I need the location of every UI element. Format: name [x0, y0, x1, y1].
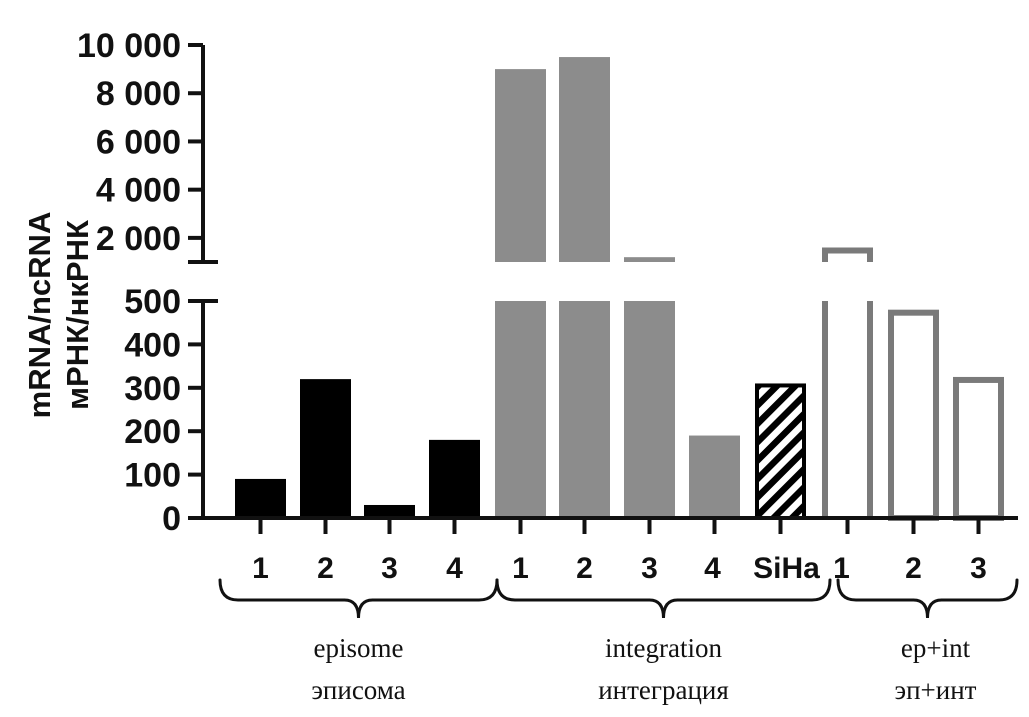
y-tick-label: 300 [124, 370, 181, 408]
bar-upper-rect [495, 69, 546, 262]
group-label-ru: интеграция [598, 675, 729, 705]
category-label: 1 [512, 552, 529, 585]
group-label-en: integration [605, 633, 722, 663]
bar-4 [495, 69, 546, 518]
bar-rect [235, 478, 286, 518]
bar-rect [689, 435, 740, 518]
category-label: 4 [446, 552, 463, 585]
bar-1 [300, 379, 351, 518]
bar-lower-rect [559, 301, 610, 518]
category-label: 3 [381, 552, 398, 585]
bar-8 [755, 383, 806, 520]
y-tick-label: 500 [124, 283, 181, 321]
bar-10 [888, 309, 939, 521]
y-tick-label: 100 [124, 457, 181, 495]
bar-5 [559, 57, 610, 518]
category-label: 4 [704, 552, 721, 585]
group-label-ru: эписома [311, 675, 405, 705]
bar-6 [624, 257, 675, 518]
bar-rect [300, 379, 351, 518]
bar-11 [953, 376, 1004, 522]
bar-3 [429, 439, 480, 518]
bar-upper-outline [822, 247, 873, 262]
bar-rect [888, 309, 939, 521]
y-axis-label-en: mRNA/ncRNA [22, 212, 57, 419]
y-tick-label: 4 000 [96, 172, 181, 210]
bar-lower-rect [495, 301, 546, 518]
bars-layer [235, 57, 1004, 522]
group-brace [218, 578, 499, 619]
y-tick-label: 0 [162, 500, 181, 538]
y-axis-label-ru: мРНК/нкРНК [60, 220, 95, 410]
axes-layer [188, 43, 1019, 619]
labels-layer: 0 100 200 300 400 500 2 000 4 000 6 000 8 000 10 0… [77, 27, 987, 705]
bar-rect [953, 376, 1004, 522]
bar-rect [429, 439, 480, 518]
category-label: 2 [576, 552, 593, 585]
y-tick-label: 10 000 [77, 27, 181, 65]
bar-upper-rect [624, 257, 675, 262]
category-label: 3 [641, 552, 658, 585]
bar-lower-rect [624, 301, 675, 518]
bar-lower-sides [822, 301, 873, 518]
y-tick-label: 6 000 [96, 123, 181, 161]
category-label: SiHa [753, 552, 820, 585]
bar-9 [822, 247, 873, 518]
category-label: 2 [317, 552, 334, 585]
y-tick-label: 2 000 [96, 220, 181, 258]
bar-2 [364, 504, 415, 518]
bar-0 [235, 478, 286, 518]
category-label: 3 [970, 552, 987, 585]
bar-upper-rect [559, 57, 610, 262]
bar-7 [689, 435, 740, 518]
group-brace [495, 578, 832, 619]
category-label: 1 [252, 552, 269, 585]
group-label-ru: эп+инт [895, 675, 977, 705]
group-label-en: ep+int [901, 633, 971, 663]
category-label: 2 [905, 552, 922, 585]
category-label: 1 [833, 552, 850, 585]
y-tick-label: 200 [124, 413, 181, 451]
bar-rect [755, 383, 806, 520]
y-tick-label: 8 000 [96, 75, 181, 113]
group-label-en: episome [314, 633, 404, 663]
group-brace [836, 578, 1019, 619]
y-tick-label: 400 [124, 326, 181, 364]
bar-rect [364, 504, 415, 518]
